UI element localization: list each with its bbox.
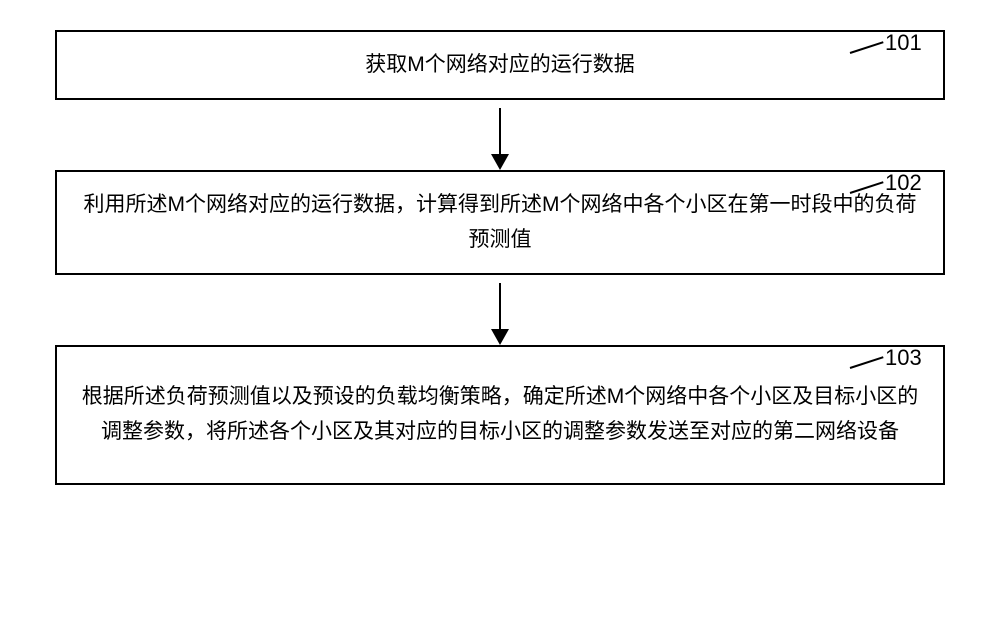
step-box-102: 利用所述M个网络对应的运行数据，计算得到所述M个网络中各个小区在第一时段中的负荷… <box>55 170 945 275</box>
flowchart-container: 101 获取M个网络对应的运行数据 102 利用所述M个网络对应的运行数据，计算… <box>55 30 945 485</box>
step-label-103: 103 <box>885 345 922 371</box>
arrow-1-2 <box>55 100 945 170</box>
arrow-2-3 <box>55 275 945 345</box>
label-text: 103 <box>885 345 922 370</box>
label-text: 102 <box>885 170 922 195</box>
arrow-head <box>491 329 509 345</box>
step-box-103: 根据所述负荷预测值以及预设的负载均衡策略，确定所述M个网络中各个小区及目标小区的… <box>55 345 945 485</box>
step-text: 根据所述负荷预测值以及预设的负载均衡策略，确定所述M个网络中各个小区及目标小区的… <box>77 380 923 449</box>
step-label-102: 102 <box>885 170 922 196</box>
label-text: 101 <box>885 30 922 55</box>
step-box-101: 获取M个网络对应的运行数据 <box>55 30 945 100</box>
arrow-head <box>491 154 509 170</box>
step-text: 利用所述M个网络对应的运行数据，计算得到所述M个网络中各个小区在第一时段中的负荷… <box>77 188 923 257</box>
step-text: 获取M个网络对应的运行数据 <box>365 48 635 83</box>
step-label-101: 101 <box>885 30 922 56</box>
